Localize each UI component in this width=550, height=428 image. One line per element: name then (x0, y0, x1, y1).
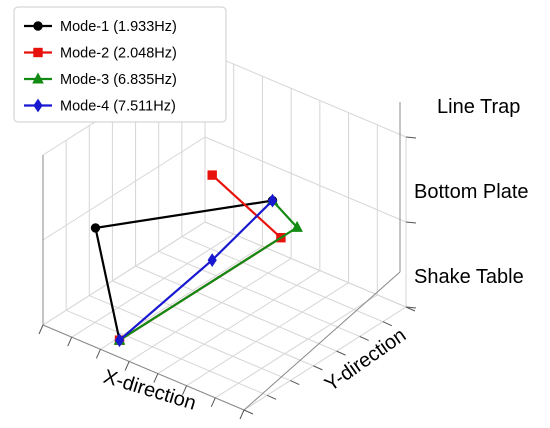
legend-label: Mode-3 (6.835Hz) (60, 72, 177, 88)
floor-grid-line (243, 306, 407, 411)
z-tick (405, 221, 417, 224)
z-tick (405, 136, 417, 139)
legend-entry-mode-1: Mode-1 (1.933Hz) (24, 19, 177, 35)
series-mode-4 (114, 193, 278, 348)
legend-entry-mode-4: Mode-4 (7.511Hz) (24, 99, 176, 115)
floor-grid-line (215, 294, 378, 399)
z-tick-label-shake-table: Shake Table (414, 266, 524, 288)
y-tick (405, 306, 416, 312)
x-tick (124, 361, 130, 371)
legend-label: Mode-2 (2.048Hz) (60, 46, 177, 62)
x-tick (182, 385, 188, 395)
x-tick (67, 336, 73, 347)
legend-entry-mode-2: Mode-2 (2.048Hz) (24, 46, 177, 62)
floor-grid-line (181, 236, 384, 323)
legend-entry-mode-3: Mode-3 (6.835Hz) (24, 72, 177, 88)
y-tick (359, 335, 369, 341)
x-axis-edge (42, 324, 245, 411)
legend-label: Mode-4 (7.511Hz) (60, 99, 176, 115)
legend-marker (33, 98, 43, 113)
floor-grid-line (158, 250, 360, 337)
floor-grid-line (89, 295, 291, 382)
data-point-marker (90, 223, 101, 233)
legend-marker (32, 72, 44, 84)
floor-grid-line (186, 282, 349, 387)
y-axis-label: Y-direction (321, 324, 410, 396)
legend: Mode-1 (1.933Hz) Mode-2 (2.048Hz) Mode-3 (… (13, 6, 227, 123)
y-tick (243, 409, 254, 415)
y-tick (336, 350, 346, 356)
series-layer (90, 170, 303, 348)
floor-grid-line (65, 309, 268, 396)
floor-grid-line (128, 258, 292, 362)
data-point-marker (267, 193, 278, 208)
axis-ticks (38, 136, 417, 420)
x-tick (153, 373, 159, 383)
floor-grid-line (135, 265, 337, 352)
y-tick (290, 380, 300, 386)
floor-grid-line (157, 270, 321, 374)
z-tick-label-line-trap: Line Trap (437, 96, 520, 118)
z-level-grid-line (204, 51, 407, 138)
data-point-marker (291, 220, 303, 232)
z-level-grid-line (42, 136, 206, 241)
data-point-marker (207, 253, 217, 268)
series-line (94, 199, 273, 341)
z-tick (405, 306, 417, 309)
floor-grid-line (112, 280, 314, 367)
z-level-grid-line (204, 136, 407, 223)
y-tick (266, 394, 277, 400)
x-tick (210, 397, 216, 408)
data-point-marker (207, 170, 217, 180)
z-tick-label-bottom-plate: Bottom Plate (414, 181, 529, 203)
legend-marker (33, 21, 43, 31)
series-line (118, 174, 283, 342)
x-axis-label: X-direction (101, 366, 199, 415)
x-tick (38, 324, 44, 335)
floor-grid-line (71, 233, 234, 338)
series-mode-1 (90, 195, 278, 345)
y-axis-edge (243, 271, 401, 411)
z-level-grid-line (204, 221, 407, 308)
legend-marker (33, 47, 43, 58)
legend-box (13, 6, 227, 123)
x-tick (239, 409, 245, 420)
x-tick (95, 349, 101, 359)
legend-label: Mode-1 (1.933Hz) (60, 19, 177, 35)
z-level-grid-line (42, 221, 206, 326)
y-tick (382, 321, 393, 327)
data-point-marker (114, 333, 125, 348)
y-tick (313, 365, 323, 371)
